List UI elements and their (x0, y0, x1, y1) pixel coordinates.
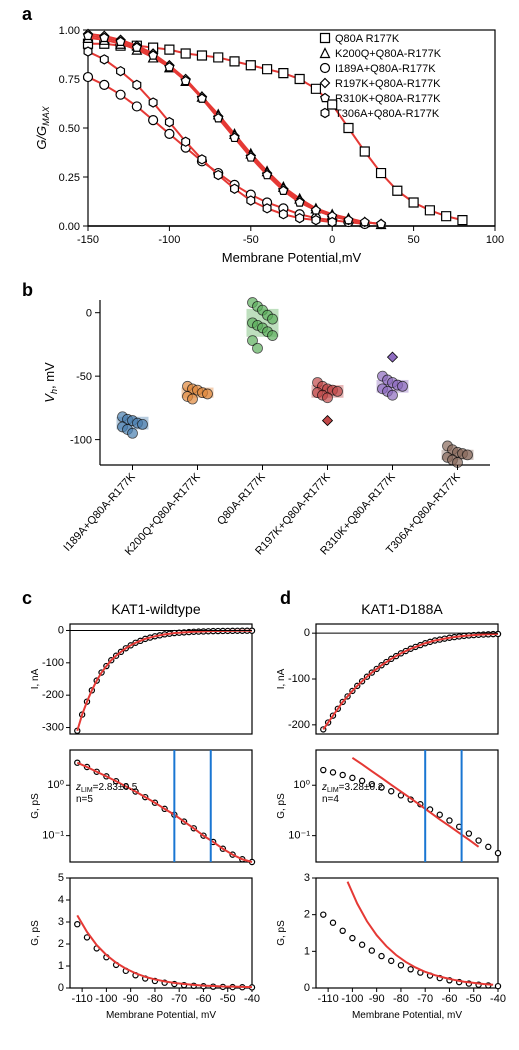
svg-text:0: 0 (58, 982, 64, 994)
svg-text:0: 0 (304, 982, 310, 994)
svg-text:0.00: 0.00 (59, 221, 80, 233)
svg-text:0: 0 (58, 624, 64, 636)
svg-text:zLIM=2.83±0.5: zLIM=2.83±0.5 (75, 782, 138, 794)
svg-text:-100: -100 (42, 657, 64, 669)
svg-text:K200Q+Q80A-R177K: K200Q+Q80A-R177K (335, 48, 442, 60)
svg-text:-70: -70 (171, 993, 187, 1005)
svg-text:I189A+Q80A-R177K: I189A+Q80A-R177K (61, 470, 138, 553)
panel-d-chart: KAT1-D188A 0 -100 -200 I, nA 10⁻¹ 10⁰ G, pS zLIM… (270, 600, 510, 1040)
svg-text:3: 3 (304, 872, 310, 884)
svg-text:K200Q+Q80A-R177K: K200Q+Q80A-R177K (123, 470, 203, 557)
svg-text:-70: -70 (417, 993, 433, 1005)
svg-text:n=5: n=5 (76, 794, 93, 805)
svg-text:-110: -110 (318, 993, 339, 1005)
svg-text:-40: -40 (244, 993, 260, 1005)
svg-text:T306A+Q80A-R177K: T306A+Q80A-R177K (384, 470, 463, 556)
svg-text:-100: -100 (288, 673, 310, 685)
svg-text:-50: -50 (466, 993, 482, 1005)
svg-text:Membrane Potential, mV: Membrane Potential, mV (106, 1010, 216, 1021)
svg-text:R197K+Q80A-R177K: R197K+Q80A-R177K (335, 78, 441, 90)
svg-text:-100: -100 (95, 993, 117, 1005)
svg-text:-200: -200 (288, 719, 310, 731)
svg-text:0: 0 (329, 234, 335, 246)
svg-text:0: 0 (304, 627, 310, 639)
svg-text:KAT1-wildtype: KAT1-wildtype (111, 601, 200, 617)
svg-text:2: 2 (304, 909, 310, 921)
svg-text:Q80A R177K: Q80A R177K (335, 33, 400, 45)
svg-text:G, pS: G, pS (30, 920, 41, 946)
svg-text:G, pS: G, pS (276, 793, 287, 819)
svg-text:0: 0 (86, 308, 92, 320)
figure: a b c d -150-100-500501000.000.250.500.7… (0, 0, 519, 1050)
svg-text:-50: -50 (243, 234, 259, 246)
panel-b-chart: -100 -50 0 Vh, mV I189A+Q80A-R177KK200Q+Q80A… (30, 290, 510, 590)
svg-text:4: 4 (58, 894, 64, 906)
svg-text:-110: -110 (72, 993, 93, 1005)
svg-text:10⁻¹: 10⁻¹ (42, 830, 64, 842)
svg-text:-80: -80 (393, 993, 409, 1005)
svg-text:-60: -60 (196, 993, 212, 1005)
svg-text:0.25: 0.25 (59, 172, 80, 184)
svg-text:-80: -80 (147, 993, 163, 1005)
svg-text:R197K+Q80A-R177K: R197K+Q80A-R177K (253, 470, 333, 557)
svg-text:KAT1-D188A: KAT1-D188A (361, 601, 443, 617)
svg-text:-150: -150 (77, 234, 99, 246)
svg-text:10⁰: 10⁰ (47, 779, 64, 791)
svg-text:0.75: 0.75 (59, 74, 80, 86)
svg-text:-90: -90 (123, 993, 139, 1005)
svg-text:-100: -100 (70, 435, 92, 447)
svg-text:-100: -100 (158, 234, 180, 246)
svg-text:I, nA: I, nA (276, 668, 287, 689)
svg-text:I, nA: I, nA (30, 668, 41, 689)
panel-c-chart: KAT1-wildtype 0 -100 -200 -300 I, nA 10⁻¹ 10⁰ G,… (24, 600, 264, 1040)
svg-text:Membrane Potential,mV: Membrane Potential,mV (222, 250, 362, 265)
svg-text:Membrane Potential, mV: Membrane Potential, mV (352, 1010, 462, 1021)
svg-text:100: 100 (486, 234, 504, 246)
svg-text:-300: -300 (42, 722, 64, 734)
svg-text:Vh, mV: Vh, mV (42, 362, 59, 403)
svg-text:2: 2 (58, 938, 64, 950)
svg-text:zLIM=3.28±0.2: zLIM=3.28±0.2 (321, 782, 384, 794)
svg-text:5: 5 (58, 872, 64, 884)
svg-text:G, pS: G, pS (30, 793, 41, 819)
svg-text:T306A+Q80A-R177K: T306A+Q80A-R177K (335, 108, 440, 120)
svg-text:G/GMAX: G/GMAX (34, 105, 51, 149)
svg-text:0.50: 0.50 (59, 123, 80, 135)
svg-text:3: 3 (58, 916, 64, 928)
svg-text:-40: -40 (490, 993, 506, 1005)
svg-text:R310K+Q80A-R177K: R310K+Q80A-R177K (335, 93, 441, 105)
svg-text:-50: -50 (76, 371, 92, 383)
svg-text:n=4: n=4 (322, 794, 339, 805)
svg-text:50: 50 (407, 234, 419, 246)
svg-text:-50: -50 (220, 993, 236, 1005)
svg-text:-60: -60 (442, 993, 458, 1005)
svg-text:Q80A-R177K: Q80A-R177K (215, 470, 268, 527)
svg-text:-100: -100 (341, 993, 363, 1005)
svg-text:1.00: 1.00 (59, 25, 80, 37)
svg-text:1: 1 (304, 945, 310, 957)
svg-text:10⁰: 10⁰ (293, 779, 310, 791)
svg-text:1: 1 (58, 960, 64, 972)
svg-text:-90: -90 (369, 993, 385, 1005)
svg-text:10⁻¹: 10⁻¹ (288, 830, 310, 842)
svg-text:-200: -200 (42, 689, 64, 701)
panel-a-chart: -150 -100 -50 0 50 100 0.00 0.25 0.50 0.75 1.00 Mem… (30, 18, 510, 278)
svg-text:R310K+Q80A-R177K: R310K+Q80A-R177K (318, 470, 398, 557)
svg-text:I189A+Q80A-R177K: I189A+Q80A-R177K (335, 63, 436, 75)
svg-text:G, pS: G, pS (276, 920, 287, 946)
